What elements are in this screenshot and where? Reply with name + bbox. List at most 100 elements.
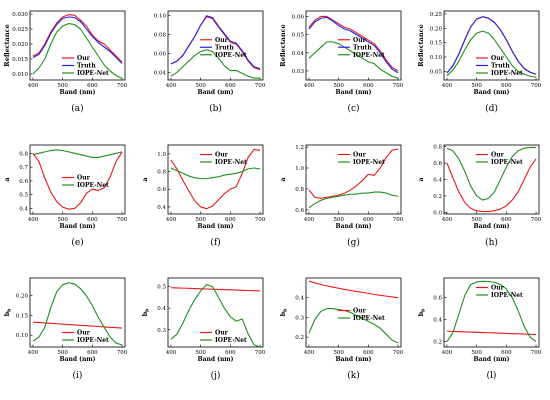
legend-entry: IOPE-Net bbox=[491, 70, 523, 77]
series-line bbox=[170, 49, 261, 79]
chart-panel: 400 500 600 700 0.4 0.5 0.6 0.7 0.8 a Band (nm) Our… bbox=[3, 144, 128, 248]
x-axis-label: Band (nm) bbox=[474, 356, 510, 363]
x-tick-label: 500 bbox=[57, 217, 68, 223]
y-tick-label: 0.015 bbox=[12, 57, 28, 63]
series-line bbox=[308, 15, 399, 72]
x-axis-label: Band (nm) bbox=[198, 89, 234, 96]
series-line bbox=[170, 283, 261, 348]
x-tick-label: 600 bbox=[87, 83, 98, 89]
x-tick-label: 400 bbox=[442, 83, 453, 89]
legend-entry: IOPE-Net bbox=[77, 337, 109, 344]
y-tick-label: 0.4 bbox=[157, 205, 166, 211]
x-axis-label: Band (nm) bbox=[198, 223, 234, 230]
panel-caption: (d) bbox=[485, 103, 498, 114]
panel-caption: (c) bbox=[347, 103, 359, 114]
panel-caption: (l) bbox=[487, 370, 497, 381]
y-tick-label: 0.05 bbox=[430, 69, 443, 75]
series-line bbox=[446, 16, 537, 75]
x-tick-label: 400 bbox=[304, 83, 315, 89]
plot-frame bbox=[305, 10, 402, 81]
x-tick-label: 400 bbox=[28, 217, 39, 223]
series-line bbox=[32, 14, 123, 63]
chart-panel: 400 500 600 700 0.04 0.06 0.08 0.10 Band (nm) Our… bbox=[154, 10, 266, 114]
x-axis-label: Band (nm) bbox=[60, 223, 96, 230]
series-line bbox=[446, 280, 537, 342]
x-tick-label: 600 bbox=[87, 350, 98, 356]
y-axis-label: bb bbox=[417, 309, 427, 317]
legend-entry: IOPE-Net bbox=[215, 159, 247, 166]
legend-entry: Truth bbox=[491, 63, 510, 70]
panel-caption: (i) bbox=[73, 370, 83, 381]
y-tick-label: 1.2 bbox=[295, 145, 304, 151]
series-line bbox=[32, 23, 123, 79]
plot-frame bbox=[305, 144, 402, 215]
x-tick-label: 500 bbox=[333, 83, 344, 89]
panel-caption: (g) bbox=[347, 237, 360, 248]
x-tick-label: 500 bbox=[471, 217, 482, 223]
x-tick-label: 700 bbox=[531, 350, 542, 356]
series-line bbox=[446, 158, 537, 213]
x-tick-label: 500 bbox=[195, 83, 206, 89]
x-tick-label: 600 bbox=[501, 217, 512, 223]
series-line bbox=[308, 16, 399, 74]
y-axis-label: a bbox=[279, 177, 287, 182]
series-line bbox=[308, 280, 399, 299]
series-line bbox=[308, 191, 399, 209]
series-line bbox=[308, 41, 399, 79]
y-tick-label: 0.6 bbox=[19, 179, 28, 185]
x-tick-label: 600 bbox=[501, 83, 512, 89]
y-tick-label: 0.2 bbox=[433, 194, 442, 200]
legend-entry: IOPE-Net bbox=[77, 70, 109, 77]
x-axis-label: Band (nm) bbox=[60, 356, 96, 363]
x-tick-label: 400 bbox=[304, 217, 315, 223]
legend-entry: Our bbox=[353, 37, 367, 44]
panel-caption: (b) bbox=[209, 103, 222, 114]
plot-frame bbox=[29, 144, 126, 215]
chart-panel: 400 500 600 700 0.3 0.4 0.5 bb Band (nm) OurIOPE-… bbox=[141, 277, 266, 381]
x-tick-label: 700 bbox=[531, 83, 542, 89]
y-tick-label: 0.6 bbox=[433, 161, 442, 167]
legend-entry: IOPE-Net bbox=[215, 337, 247, 344]
x-axis-label: Band (nm) bbox=[336, 89, 372, 96]
x-tick-label: 400 bbox=[28, 83, 39, 89]
x-tick-label: 500 bbox=[57, 350, 68, 356]
x-axis-label: Band (nm) bbox=[60, 89, 96, 96]
legend-entry: Our bbox=[491, 152, 505, 159]
legend-entry: IOPE-Net bbox=[491, 159, 523, 166]
chart-panel: 400 500 600 700 0.03 0.04 0.05 0.06 Reflectance B… bbox=[279, 10, 404, 114]
panel-caption: (e) bbox=[71, 237, 83, 248]
legend-entry: Truth bbox=[215, 44, 234, 51]
panel-caption: (h) bbox=[485, 237, 498, 248]
y-tick-label: 0.030 bbox=[12, 12, 28, 18]
plot-frame bbox=[167, 10, 264, 81]
x-tick-label: 700 bbox=[117, 217, 128, 223]
plot-frame bbox=[29, 277, 126, 348]
x-axis-label: Band (nm) bbox=[474, 223, 510, 230]
y-axis-label: a bbox=[3, 177, 11, 182]
x-tick-label: 700 bbox=[255, 83, 266, 89]
plot-frame bbox=[305, 277, 402, 348]
y-tick-label: 0.25 bbox=[430, 12, 443, 18]
x-tick-label: 700 bbox=[255, 217, 266, 223]
legend-entry: Our bbox=[353, 308, 367, 315]
series-line bbox=[308, 148, 399, 199]
y-tick-label: 0.5 bbox=[157, 285, 166, 291]
y-tick-label: 0.08 bbox=[154, 33, 167, 39]
series-line bbox=[446, 30, 537, 78]
y-axis-label: bb bbox=[3, 309, 13, 317]
x-tick-label: 700 bbox=[393, 83, 404, 89]
y-tick-label: 1.0 bbox=[295, 166, 304, 172]
chart-panel: 400 500 600 700 0.2 0.4 0.6 bb Band (nm) OurIOPE-… bbox=[417, 277, 542, 381]
series-line bbox=[32, 149, 123, 158]
y-tick-label: 0.8 bbox=[157, 170, 166, 176]
y-tick-label: 0.06 bbox=[292, 14, 305, 20]
x-tick-label: 600 bbox=[363, 83, 374, 89]
y-axis-label: a bbox=[417, 177, 425, 182]
x-tick-label: 700 bbox=[255, 350, 266, 356]
legend-entry: IOPE-Net bbox=[353, 52, 385, 59]
y-tick-label: 0.15 bbox=[430, 41, 443, 47]
legend-entry: Our bbox=[215, 37, 229, 44]
panel-caption: (k) bbox=[347, 370, 359, 381]
x-tick-label: 700 bbox=[531, 217, 542, 223]
y-axis-label: Reflectance bbox=[279, 24, 287, 66]
